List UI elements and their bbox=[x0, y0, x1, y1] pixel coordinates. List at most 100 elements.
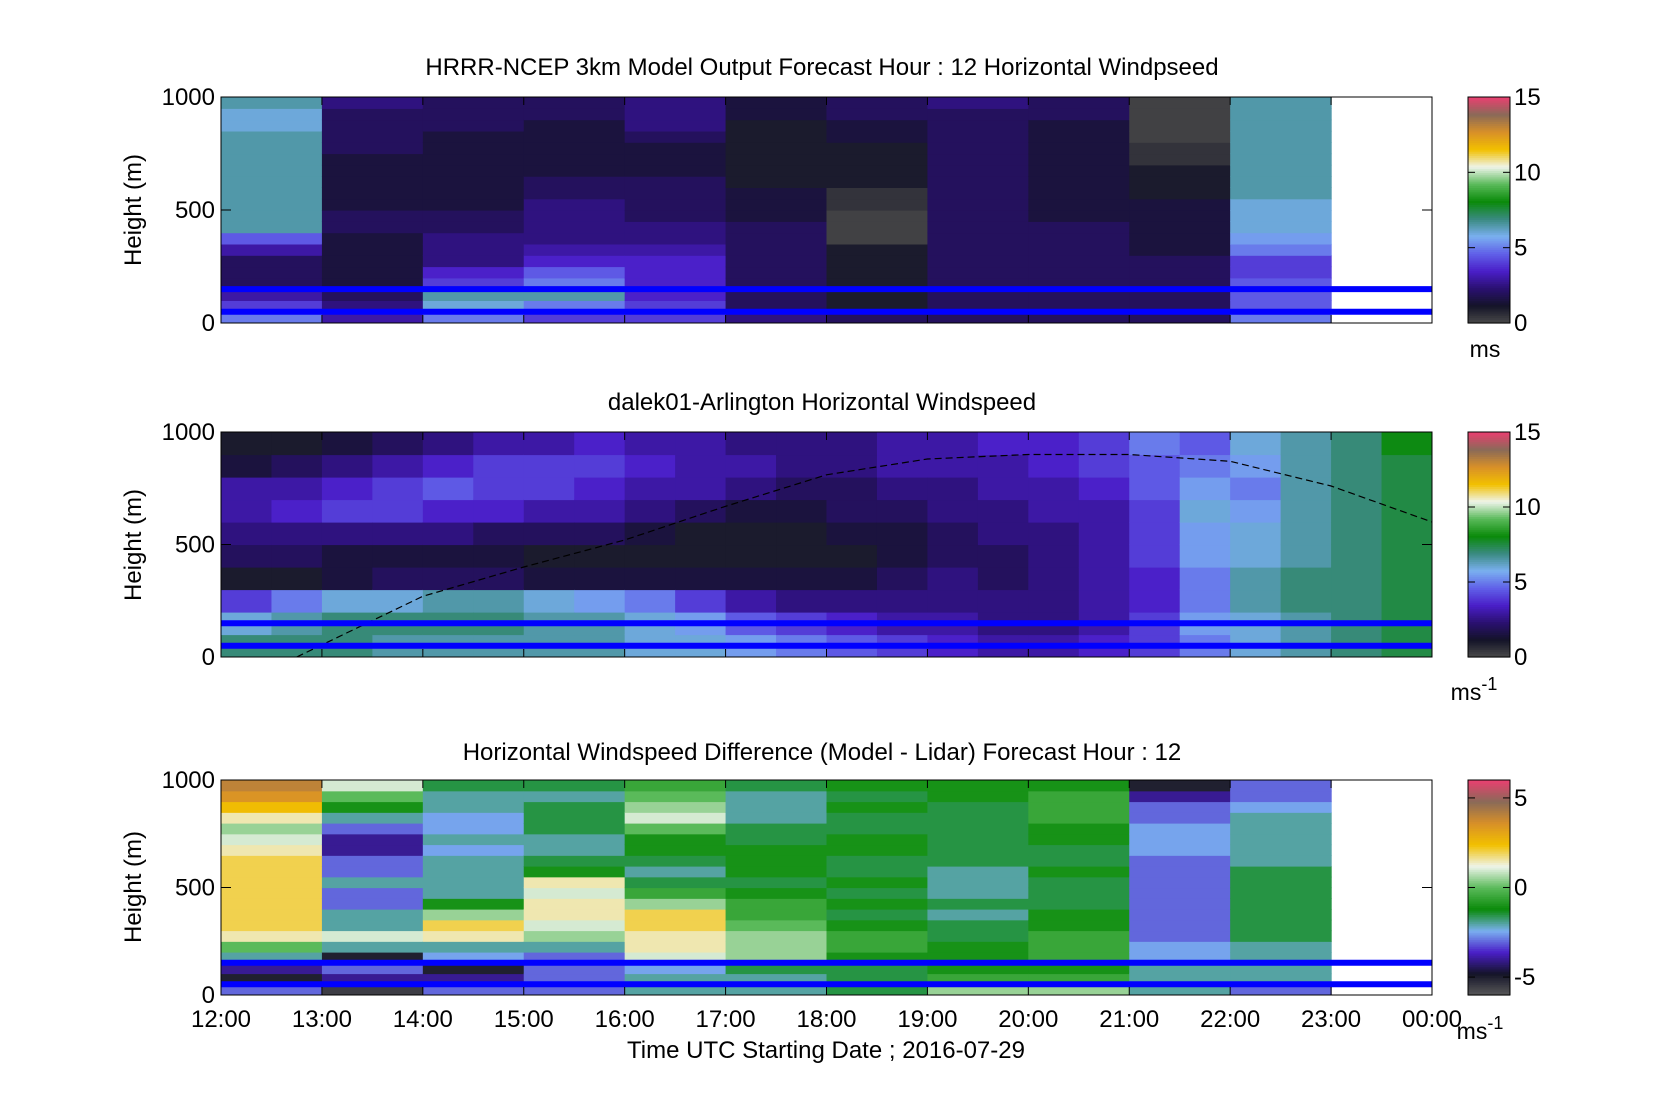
heatmap-cell bbox=[1028, 108, 1130, 121]
heatmap-cell bbox=[624, 153, 727, 166]
colorbar-segment bbox=[1468, 251, 1510, 254]
heatmap-cell bbox=[221, 544, 273, 568]
heatmap-cell bbox=[927, 142, 1029, 155]
heatmap-cell bbox=[826, 221, 929, 234]
colorbar-segment bbox=[1468, 634, 1510, 637]
heatmap-cell bbox=[1230, 454, 1282, 478]
heatmap-cell bbox=[1028, 176, 1130, 188]
heatmap-cell bbox=[826, 198, 929, 211]
heatmap-cell bbox=[271, 477, 323, 501]
heatmap-cell bbox=[624, 567, 676, 591]
heatmap-cell bbox=[876, 432, 929, 456]
heatmap-cell bbox=[927, 962, 1029, 975]
heatmap-cell bbox=[1028, 812, 1130, 824]
colorbar-segment bbox=[1468, 482, 1510, 486]
colorbar-segment bbox=[1468, 878, 1510, 881]
heatmap-cell bbox=[1280, 454, 1332, 478]
colorbar-segment bbox=[1468, 964, 1510, 967]
heatmap-cell bbox=[1230, 164, 1332, 177]
colorbar-segment bbox=[1468, 311, 1510, 315]
colorbar-segment bbox=[1468, 898, 1510, 901]
heatmap-cell bbox=[927, 97, 1029, 109]
heatmap-cell bbox=[1129, 221, 1231, 234]
heatmap-cell bbox=[1028, 289, 1130, 301]
heatmap-cell bbox=[725, 243, 828, 256]
heatmap-cell bbox=[523, 300, 626, 313]
heatmap-cell bbox=[725, 589, 777, 613]
heatmap-cell bbox=[422, 780, 525, 792]
colorbar-segment bbox=[1468, 514, 1510, 517]
heatmap-cell bbox=[826, 432, 878, 456]
heatmap-cell bbox=[422, 876, 525, 889]
heatmap-cell bbox=[422, 499, 474, 523]
heatmap-cell bbox=[1129, 790, 1231, 803]
heatmap-cell bbox=[321, 499, 373, 523]
colorbar-segment bbox=[1468, 200, 1510, 204]
colorbar-segment bbox=[1468, 181, 1510, 185]
heatmap-cell bbox=[826, 300, 929, 313]
heatmap-cell bbox=[675, 477, 727, 501]
colorbar-segment bbox=[1468, 439, 1510, 442]
panel-lidar-xticks bbox=[220, 432, 1433, 657]
colorbar-segment bbox=[1468, 819, 1510, 822]
colorbar-segment bbox=[1468, 525, 1510, 529]
heatmap-cell bbox=[1230, 812, 1332, 824]
colorbar-segment bbox=[1468, 245, 1510, 249]
heatmap-cell bbox=[1129, 477, 1181, 501]
heatmap-cell bbox=[624, 130, 727, 143]
heatmap-cell bbox=[1129, 255, 1231, 268]
heatmap-cell bbox=[675, 589, 727, 613]
heatmap-cell bbox=[826, 153, 929, 166]
colorbar-segment bbox=[1468, 527, 1510, 531]
heatmap-cell bbox=[1230, 499, 1282, 523]
heatmap-cell bbox=[1331, 432, 1383, 456]
colorbar-segment bbox=[1468, 285, 1510, 288]
heatmap-cell bbox=[1280, 567, 1332, 591]
heatmap-cell bbox=[927, 844, 1029, 856]
heatmap-cell bbox=[1230, 876, 1332, 889]
heatmap-cell bbox=[725, 210, 828, 222]
panel-difference-colorbar-unit-exp: -1 bbox=[1487, 1013, 1503, 1033]
heatmap-cell bbox=[624, 962, 727, 975]
heatmap-cell bbox=[271, 544, 323, 568]
heatmap-cell bbox=[624, 477, 676, 501]
heatmap-cell bbox=[624, 164, 727, 177]
heatmap-cell bbox=[523, 221, 626, 234]
heatmap-cell bbox=[422, 164, 525, 177]
colorbar-segment bbox=[1468, 643, 1510, 647]
heatmap-cell bbox=[1078, 477, 1130, 501]
colorbar-tick-label: 5 bbox=[1514, 569, 1527, 596]
heatmap-cell bbox=[321, 984, 424, 995]
colorbar-segment bbox=[1468, 206, 1510, 209]
heatmap-cell bbox=[1230, 198, 1332, 211]
heatmap-cell bbox=[1028, 866, 1130, 878]
colorbar-segment bbox=[1468, 223, 1510, 226]
heatmap-cell bbox=[977, 544, 1029, 568]
heatmap-cell bbox=[1078, 567, 1130, 591]
heatmap-cell bbox=[221, 198, 323, 211]
heatmap-cell bbox=[422, 909, 525, 921]
heatmap-cell bbox=[1230, 898, 1332, 910]
heatmap-cell bbox=[1129, 176, 1231, 188]
colorbar-segment bbox=[1468, 606, 1510, 609]
colorbar-segment bbox=[1468, 623, 1510, 626]
heatmap-cell bbox=[1230, 97, 1332, 109]
colorbar-segment bbox=[1468, 621, 1510, 624]
heatmap-cell bbox=[876, 499, 929, 523]
heatmap-cell bbox=[624, 311, 727, 323]
heatmap-cell bbox=[725, 941, 828, 953]
heatmap-cell bbox=[927, 221, 1029, 234]
colorbar-segment bbox=[1468, 275, 1510, 279]
colorbar-segment bbox=[1468, 883, 1510, 887]
heatmap-cell bbox=[1381, 522, 1432, 546]
heatmap-cell bbox=[221, 97, 323, 109]
heatmap-cell bbox=[826, 790, 929, 803]
heatmap-cell bbox=[624, 187, 727, 200]
colorbar-segment bbox=[1468, 240, 1510, 243]
colorbar-segment bbox=[1468, 937, 1510, 941]
heatmap-cell bbox=[321, 266, 424, 279]
colorbar-segment bbox=[1468, 617, 1510, 621]
colorbar-segment bbox=[1468, 194, 1510, 198]
heatmap-cell bbox=[624, 780, 727, 792]
colorbar-segment bbox=[1468, 144, 1510, 147]
